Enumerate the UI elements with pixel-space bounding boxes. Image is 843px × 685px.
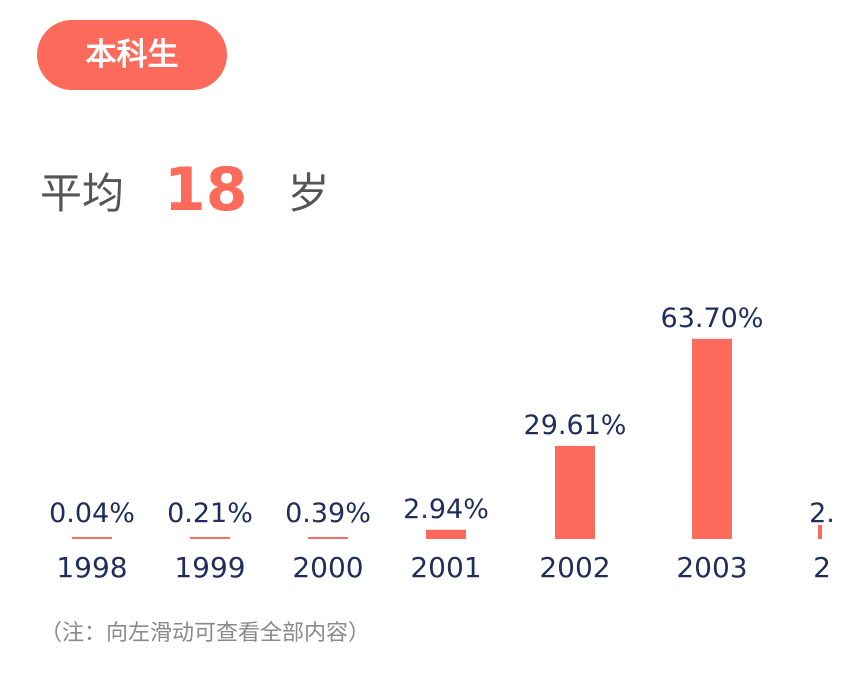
- data-label: 0.21%: [167, 498, 253, 529]
- category-label: 2000: [292, 551, 363, 584]
- category-label: 1998: [56, 551, 127, 584]
- bar-chart-svg: 0.04% 1998 0.21% 1999 0.39% 2000 2.94% 2001 29.6…: [49, 303, 835, 584]
- data-label: 2.94%: [403, 494, 489, 525]
- bar-2000: [308, 537, 348, 539]
- data-label: 2.: [809, 498, 835, 529]
- average-value: 18: [164, 155, 248, 225]
- average-age: 平均 18 岁: [40, 150, 330, 230]
- data-label: 29.61%: [524, 410, 627, 441]
- category-label: 1999: [174, 551, 245, 584]
- category-label: 2002: [539, 551, 610, 584]
- data-label: 63.70%: [661, 303, 764, 334]
- data-label: 0.39%: [285, 498, 371, 529]
- category-label: 2003: [676, 551, 747, 584]
- category-label: 2: [813, 551, 831, 584]
- average-unit: 岁: [287, 168, 330, 218]
- category-label: 2001: [410, 551, 481, 584]
- average-prefix: 平均: [40, 168, 125, 218]
- bar-2001: [426, 529, 466, 539]
- bar-1998: [72, 537, 112, 539]
- bar-1999: [190, 537, 230, 539]
- bar-2003: [692, 338, 732, 539]
- swipe-hint: （注：向左滑动可查看全部内容）: [40, 621, 371, 646]
- category-tag: 本科生: [37, 20, 227, 90]
- bar-chart[interactable]: 0.04% 1998 0.21% 1999 0.39% 2000 2.94% 2001 29.6…: [0, 240, 843, 600]
- bar-partial: [818, 525, 822, 539]
- data-label: 0.04%: [49, 498, 135, 529]
- bar-2002: [555, 445, 595, 539]
